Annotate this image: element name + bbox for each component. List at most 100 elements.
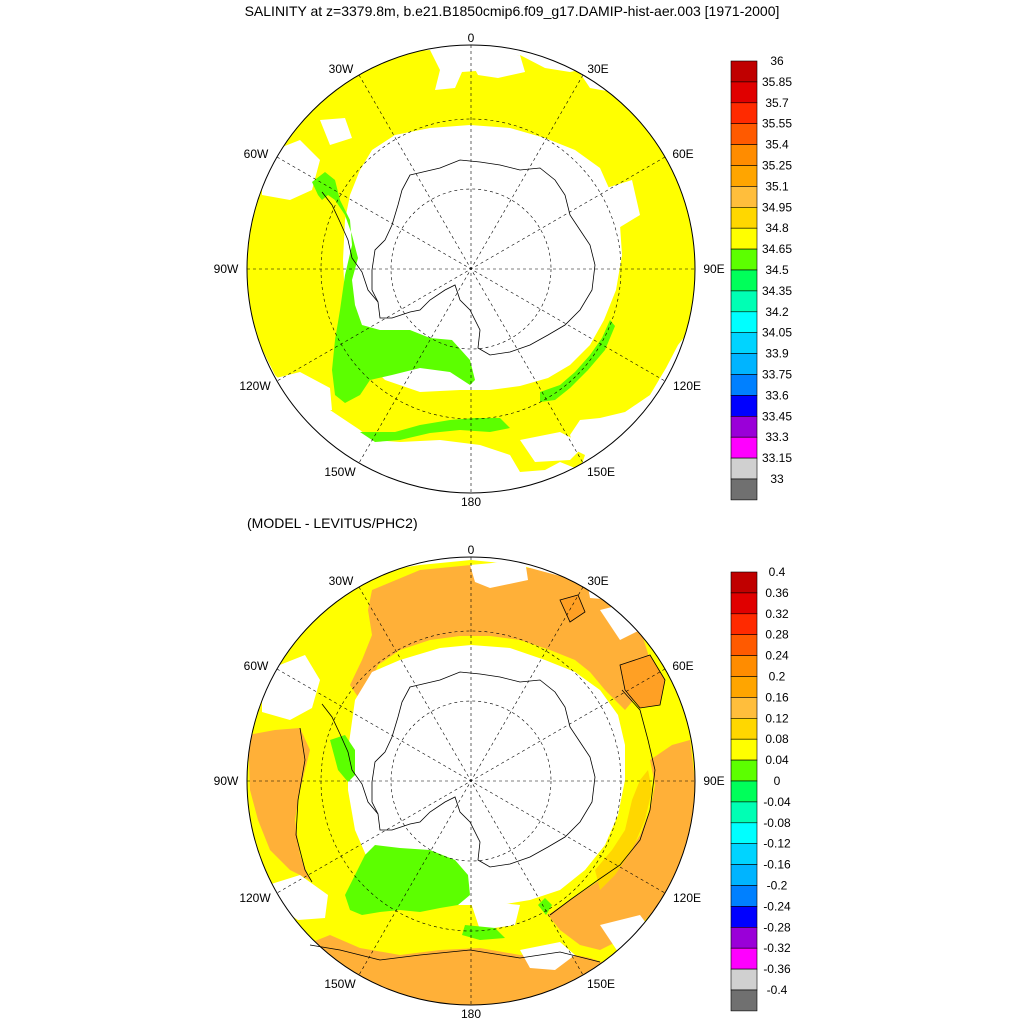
colorbar-swatch [730, 655, 758, 677]
salinity-map [246, 44, 696, 494]
antarctica-coastline [371, 159, 596, 356]
colorbar-swatch [730, 717, 758, 740]
diff-orange-west [248, 728, 310, 880]
map-boundary [246, 44, 696, 494]
diff-yellow-east [595, 770, 652, 890]
lon-label-180: 180 [461, 1007, 481, 1021]
nodata-patch [600, 410, 660, 450]
colorbar-swatch [730, 697, 758, 719]
nodata-patch [262, 655, 320, 720]
salinity-green-peninsula [312, 172, 475, 403]
lon-label-30e: 30E [587, 62, 608, 76]
colorbar-tick-label: 33.15 [762, 451, 792, 465]
nodata-patch [600, 915, 655, 955]
nodata-patch [520, 432, 585, 462]
colorbar-swatch [730, 592, 758, 615]
colorbar-swatch [730, 207, 758, 229]
colorbar-swatch [730, 676, 758, 698]
salinity-green-ross [360, 418, 510, 442]
colorbar-tick-label: -0.28 [763, 920, 791, 934]
colorbar-swatch [730, 415, 758, 438]
diff-green-east [538, 898, 552, 915]
colorbar-tick-label: 0.2 [769, 670, 786, 684]
colorbar-tick-label: -0.32 [763, 941, 791, 955]
diff-orange-patch [560, 595, 585, 622]
colorbar-tick-label: 0.4 [769, 565, 786, 579]
lon-label-90e: 90E [703, 774, 724, 788]
lon-label-0: 0 [468, 31, 475, 45]
colorbar-tick-label: 34.65 [762, 242, 792, 256]
colorbar-swatch [730, 227, 758, 250]
difference-map [246, 556, 696, 1006]
lon-label-90w: 90W [214, 774, 239, 788]
lon-label-90w: 90W [214, 262, 239, 276]
colorbar-tick-label: 0.12 [765, 711, 789, 725]
lon-label-30e: 30E [587, 574, 608, 588]
salinity-green-east [540, 320, 615, 402]
colorbar-swatch [730, 436, 758, 459]
colorbar-difference: 0.4 0.36 0.32 0.28 0.24 0.2 0.16 0.12 0.08 0.04 0 -… [730, 565, 791, 1012]
lon-label-120w: 120W [239, 891, 271, 905]
colorbar-swatch [730, 571, 758, 594]
colorbar-swatch [730, 885, 758, 907]
colorbar-swatch [730, 311, 758, 333]
colorbar-tick-label: 35.85 [762, 75, 792, 89]
lon-label-90e: 90E [703, 262, 724, 276]
lon-label-150w: 150W [324, 977, 356, 991]
lon-label-120e: 120E [673, 379, 701, 393]
colorbar-swatch [730, 759, 758, 782]
colorbar-swatch [730, 102, 758, 125]
colorbar-swatch [730, 968, 758, 991]
colorbar-tick-label: -0.2 [767, 879, 788, 893]
colorbar-tick-label: 0.36 [765, 586, 789, 600]
colorbar-swatch [730, 864, 758, 886]
diff-orange-east [548, 740, 695, 950]
colorbar-swatch [730, 989, 758, 1012]
colorbar-tick-label: 35.55 [762, 117, 792, 131]
nodata-patch [600, 180, 640, 232]
colorbar-swatch [730, 290, 758, 313]
colorbar-tick-label: 33.9 [765, 347, 789, 361]
lon-label-30w: 30W [329, 62, 354, 76]
lon-label-60e: 60E [672, 147, 693, 161]
lon-label-150w: 150W [324, 465, 356, 479]
colorbar-tick-label: -0.12 [763, 837, 791, 851]
colorbar-swatch [730, 457, 758, 480]
colorbar-tick-label: -0.08 [763, 816, 791, 830]
diff-antarctic-nodata [348, 645, 625, 905]
colorbar-swatch [730, 81, 758, 104]
colorbar-swatch [730, 248, 758, 271]
colorbar-swatch [730, 374, 758, 396]
map-boundary-bottom [246, 556, 696, 1006]
difference-subtitle: (MODEL - LEVITUS/PHC2) [247, 515, 418, 531]
colorbar-tick-label: 0.28 [765, 628, 789, 642]
lon-label-150e: 150E [587, 977, 615, 991]
colorbar-swatch [730, 332, 758, 354]
antarctic-nodata [343, 125, 622, 392]
colorbar-swatch [730, 478, 758, 501]
colorbar-tick-label: 33.3 [765, 430, 789, 444]
colorbar-swatch [730, 906, 758, 928]
diff-green-ross [462, 925, 505, 940]
colorbar-tick-label: 35.1 [765, 179, 789, 193]
colorbar-swatch [730, 947, 758, 970]
colorbar-tick-label: 0 [774, 774, 781, 788]
colorbar-tick-label: 35.25 [762, 159, 792, 173]
colorbar-tick-label: -0.04 [763, 795, 791, 809]
lon-label-0: 0 [468, 543, 475, 557]
colorbar-tick-label: 33.75 [762, 368, 792, 382]
colorbar-tick-label: 0.16 [765, 690, 789, 704]
colorbar-tick-label: 34.5 [765, 263, 789, 277]
colorbar-swatch [730, 801, 758, 824]
diff-orange-patch [620, 655, 665, 708]
colorbar-tick-label: 35.7 [765, 96, 789, 110]
colorbar-tick-label: 36 [770, 54, 784, 68]
colorbar-tick-label: 0.04 [765, 753, 789, 767]
colorbar-tick-label: 0.24 [765, 649, 789, 663]
colorbar-tick-label: 35.4 [765, 138, 789, 152]
colorbar-tick-label: 34.8 [765, 221, 789, 235]
colorbar-swatch [730, 613, 758, 635]
colorbar-swatch [730, 926, 758, 949]
colorbar-swatch [730, 353, 758, 375]
